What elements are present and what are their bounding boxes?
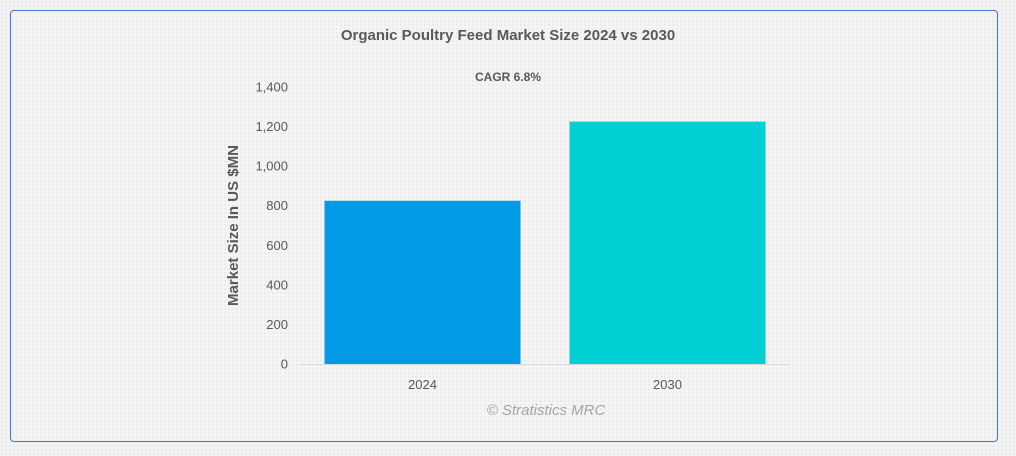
x-axis-ticks: 2024 2030 [408,377,682,392]
bar-2030 [569,121,766,364]
y-tick-label: 200 [266,317,288,332]
chart-title: Organic Poultry Feed Market Size 2024 vs… [340,27,676,44]
y-tick-label: 600 [266,238,288,253]
bar-2024 [324,200,521,364]
y-tick-label: 1,200 [255,119,288,134]
x-tick-label: 2030 [653,377,682,392]
y-tick-label: 400 [266,277,288,292]
chart-subtitle: CAGR 6.8% [474,70,542,84]
bars [324,121,766,364]
y-tick-label: 1,400 [255,80,288,95]
y-tick-label: 800 [266,198,288,213]
y-axis-ticks: 0 200 400 600 800 1,000 1,200 1,400 [255,80,288,372]
x-tick-label: 2024 [408,377,437,392]
y-tick-label: 1,000 [255,159,288,174]
y-tick-label: 0 [281,357,288,372]
watermark: © Stratistics MRC [486,402,606,419]
y-axis-title: Market Size In US $MN [225,145,242,306]
